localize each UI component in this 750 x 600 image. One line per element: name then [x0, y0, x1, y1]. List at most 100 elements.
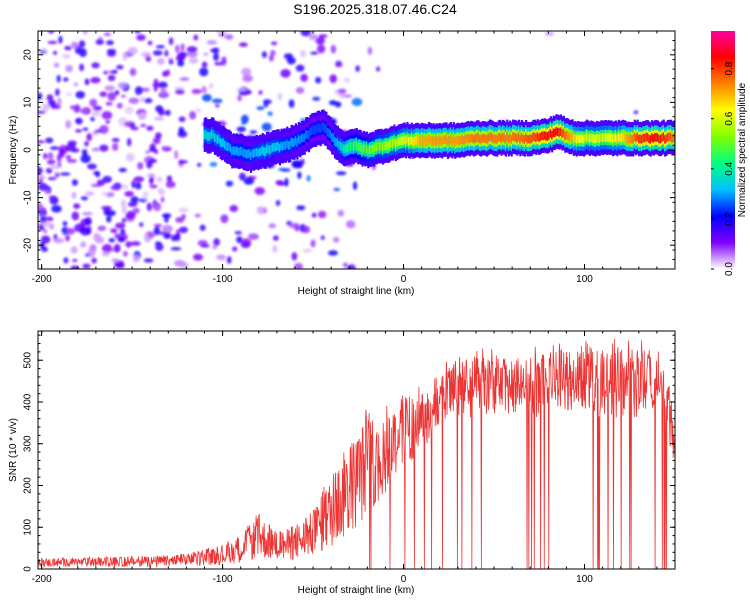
spectrogram-noise-blob: [75, 129, 83, 133]
spectrogram-ridge-cell: [242, 148, 245, 158]
spectrogram-noise-blob: [120, 199, 126, 208]
spectrogram-noise-blob: [51, 205, 62, 213]
spectrogram-noise-blob: [280, 168, 291, 172]
spectrogram-ridge-cell: [470, 133, 473, 143]
spectrogram-noise-blob: [65, 119, 72, 129]
spectrogram-noise-blob: [241, 67, 252, 77]
spectrogram-ridge-cell: [302, 133, 305, 143]
spectrogram-noise-blob: [82, 263, 91, 269]
spectrogram-ridge-cell: [619, 133, 622, 143]
spectrogram-noise-blob: [272, 235, 279, 241]
spectrogram-noise-blob: [335, 171, 347, 176]
spectrogram-noise-blob: [195, 107, 202, 113]
spectrogram-ridge-cell: [609, 133, 612, 143]
spectrogram-noise-blob: [64, 45, 72, 51]
spectrogram-ridge-cell: [438, 135, 441, 145]
spectrogram-noise-blob: [291, 252, 298, 261]
spectrogram-ridge-cell: [225, 141, 228, 151]
spectrogram-noise-blob: [125, 153, 135, 162]
spectrogram-noise-blob: [84, 191, 95, 197]
spectrogram-noise-blob: [201, 61, 208, 68]
spectrogram-ridge-cell: [556, 127, 560, 137]
spectrogram-ridge-cell: [377, 141, 380, 151]
spectrogram-noise-blob: [177, 51, 187, 60]
spectrogram-ridge-cell: [387, 141, 390, 151]
spectrogram-ridge-cell: [331, 132, 334, 142]
spectrogram-noise-blob: [241, 238, 252, 247]
spectrogram-ridge-cell: [325, 124, 328, 134]
spectrogram-noise-blob: [147, 40, 153, 46]
spectrogram-ridge-cell: [274, 142, 277, 152]
spectrogram-noise-blob: [318, 34, 328, 38]
spectrogram-noise-blob: [209, 162, 218, 167]
spectrogram-noise-blob: [86, 163, 97, 170]
spectrogram-ridge-cell: [296, 138, 299, 147]
spectrogram-noise-blob: [111, 258, 120, 263]
spectrogram-ridge-cell: [381, 143, 384, 152]
spectrogram-ridge-cell: [503, 133, 506, 143]
colorbar-tick-label: 0.2: [724, 212, 735, 226]
spectrogram-ridge-cell: [646, 132, 649, 142]
spectrogram-ridge-cell: [627, 134, 631, 144]
spectrogram-noise-blob: [236, 126, 247, 133]
spectrogram-noise-blob: [158, 108, 165, 116]
spectrogram-ridge-cell: [375, 142, 379, 152]
spectrogram-ridge-cell: [277, 141, 280, 151]
spectrogram-noise-blob: [118, 167, 127, 173]
spectrogram-noise-blob: [55, 88, 60, 97]
spectrogram-ridge-cell: [488, 132, 492, 141]
spectrogram-noise-blob: [157, 81, 168, 89]
spectrogram-noise-blob: [132, 207, 140, 214]
spectrogram-ridge-cell: [577, 133, 580, 143]
spectrogram-ridge-cell: [349, 142, 353, 151]
spectrogram-ridge-cell: [338, 141, 341, 150]
spectrogram-noise-blob: [38, 225, 45, 231]
spectrogram-ridge-cell: [659, 134, 662, 144]
spectrogram-noise-blob: [166, 175, 173, 183]
spectrogram-noise-blob: [152, 137, 161, 145]
spectrogram-ridge-cell: [578, 134, 581, 144]
spectrogram-ridge-cell: [519, 134, 522, 144]
spectrogram-noise-blob: [154, 241, 162, 245]
spectrogram-ridge-cell: [348, 142, 351, 152]
spectrogram-ridge-cell: [588, 134, 591, 144]
spectrogram-noise-blob: [57, 97, 62, 106]
spectrogram-ridge-cell: [258, 147, 261, 157]
spectrogram-ridge-cell: [587, 133, 590, 142]
spectrogram-noise-blob: [193, 34, 199, 41]
colorbar-label: Normalized spectral amplitude: [737, 82, 748, 217]
spectrogram-noise-blob: [101, 251, 110, 257]
spectrogram-noise-blob: [145, 150, 150, 154]
spectrogram-noise-blob: [38, 140, 46, 144]
spectrogram-ridge-cell: [668, 132, 671, 142]
spectrogram-ridge-cell: [500, 134, 503, 143]
spectrogram-noise-blob: [317, 210, 327, 219]
spectrogram-noise-blob: [280, 69, 291, 78]
spectrogram-noise-blob: [168, 37, 174, 46]
spectrogram-ridge-cell: [294, 136, 298, 145]
spectrogram-ridge-cell: [610, 133, 613, 142]
spectrogram-ridge-cell: [265, 144, 269, 154]
y-tick-label: 300: [23, 435, 34, 452]
x-tick-label: 0: [401, 274, 407, 285]
spectrogram-noise-blob: [234, 231, 243, 235]
spectrogram-ridge-cell: [543, 131, 547, 140]
spectrogram-noise-blob: [216, 31, 228, 36]
spectrogram-noise-blob: [177, 60, 185, 67]
spectrogram-noise-blob: [70, 41, 79, 49]
spectrogram-ridge-cell: [539, 132, 542, 142]
spectrogram-noise-blob: [297, 171, 302, 180]
chart-title: S196.2025.318.07.46.C24: [293, 1, 457, 17]
spectrogram-noise-blob: [155, 45, 165, 49]
spectrogram-noise-blob: [80, 241, 87, 248]
spectrogram-ridge-cell: [449, 134, 453, 144]
spectrogram-noise-blob: [194, 213, 201, 218]
spectrogram-ridge-cell: [523, 135, 526, 144]
spectrogram-ridge-cell: [656, 133, 660, 142]
spectrogram-noise-blob: [164, 49, 169, 57]
spectrogram-noise-blob: [302, 225, 311, 234]
spectrogram-noise-blob: [83, 31, 88, 35]
spectrogram-noise-blob: [140, 123, 147, 127]
spectrogram-noise-blob: [115, 222, 126, 229]
spectrogram-noise-blob: [91, 147, 100, 152]
